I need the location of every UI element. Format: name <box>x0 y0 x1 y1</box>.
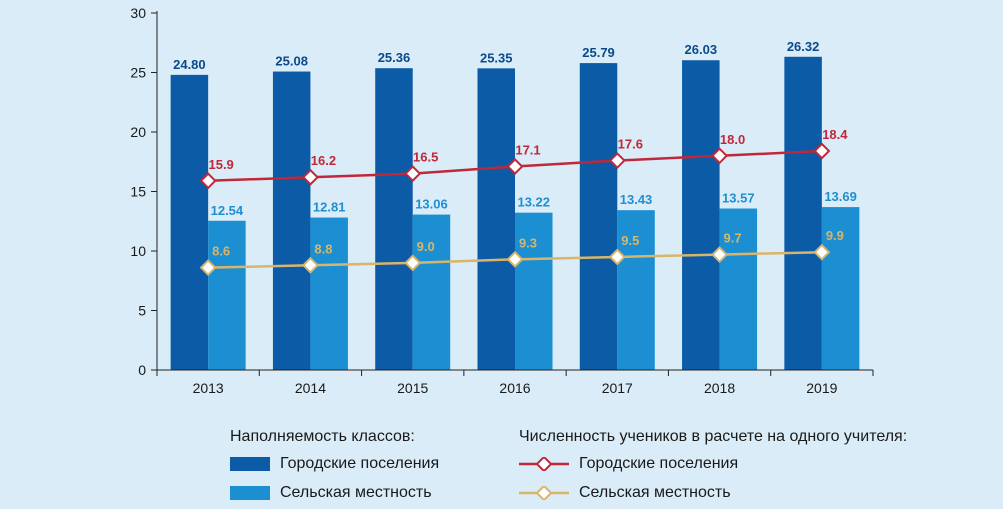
line-point-rural-2013 <box>199 259 217 277</box>
line-label-urban-2016: 17.1 <box>515 143 540 158</box>
line-label-rural-2017: 9.5 <box>621 233 639 248</box>
bar-urban-2017 <box>579 63 618 370</box>
line-label-urban-2015: 16.5 <box>413 150 438 165</box>
bar-label-rural-2016: 13.22 <box>517 195 550 210</box>
x-tick-label-2019: 2019 <box>806 380 837 396</box>
line-point-urban-2014 <box>301 168 319 186</box>
bar-urban-2016 <box>477 68 515 371</box>
bar-urban-2014 <box>272 71 311 370</box>
bar-rural-2017 <box>617 210 655 370</box>
bar-label-urban-2013: 24.80 <box>173 57 206 72</box>
y-tick-label-25: 25 <box>130 65 146 81</box>
bar-label-urban-2019: 26.32 <box>787 39 820 54</box>
y-tick-label-20: 20 <box>130 124 146 140</box>
line-label-urban-2017: 17.6 <box>618 137 643 152</box>
bar-urban-2015 <box>375 68 413 370</box>
y-tick-label-15: 15 <box>130 184 146 200</box>
x-tick-label-2014: 2014 <box>295 380 326 396</box>
bar-rural-2013 <box>208 220 246 370</box>
line-point-urban-2019 <box>813 142 831 160</box>
y-tick-label-10: 10 <box>130 243 146 259</box>
bar-label-rural-2019: 13.69 <box>824 189 857 204</box>
x-tick-label-2016: 2016 <box>499 380 530 396</box>
line-point-urban-2016 <box>506 158 524 175</box>
line-label-urban-2019: 18.4 <box>822 127 848 142</box>
y-tick-label-0: 0 <box>138 362 146 378</box>
line-label-rural-2019: 9.9 <box>826 228 844 243</box>
line-label-rural-2018: 9.7 <box>724 231 742 246</box>
line-point-rural-2018 <box>711 246 729 264</box>
axes-group: 0 5 10 15 20 25 30 2013 2014 2015 2016 2017 2018 2019 <box>130 5 874 396</box>
line-label-urban-2014: 16.2 <box>311 153 336 168</box>
bar-rural-2014 <box>310 217 348 370</box>
bar-rural-2019 <box>821 207 860 370</box>
bar-label-rural-2014: 12.81 <box>313 200 346 215</box>
bar-label-urban-2017: 25.79 <box>582 45 615 60</box>
y-tick-label-5: 5 <box>138 303 146 319</box>
bar-rural-2015 <box>412 214 451 370</box>
line-label-rural-2015: 9.0 <box>417 239 435 254</box>
bar-rural-2016 <box>515 212 553 370</box>
bar-label-urban-2016: 25.35 <box>480 50 513 65</box>
x-tick-label-2018: 2018 <box>704 380 735 396</box>
line-point-urban-2017 <box>608 152 626 170</box>
x-tick-label-2015: 2015 <box>397 380 428 396</box>
line-point-rural-2014 <box>301 256 319 274</box>
lines-group: 15.9 16.2 16.5 17.1 17.6 18.0 18.4 8.6 8.8 9.0 9.3… <box>199 127 848 277</box>
bar-label-urban-2014: 25.08 <box>275 54 308 69</box>
bar-label-rural-2013: 12.54 <box>211 203 244 218</box>
bar-urban-2018 <box>682 60 720 370</box>
line-label-urban-2013: 15.9 <box>208 157 233 172</box>
bars-group: 24.80 25.08 25.36 25.35 25.79 26.03 26.32 12.54… <box>170 39 860 371</box>
line-point-rural-2017 <box>608 248 626 266</box>
bar-label-urban-2015: 25.36 <box>378 50 411 65</box>
bar-label-rural-2017: 13.43 <box>620 192 653 207</box>
x-tick-label-2013: 2013 <box>193 380 224 396</box>
x-tick-label-2017: 2017 <box>602 380 633 396</box>
line-point-urban-2015 <box>404 165 422 183</box>
line-label-rural-2014: 8.8 <box>314 241 332 256</box>
line-label-rural-2013: 8.6 <box>212 244 230 259</box>
line-point-rural-2015 <box>404 254 422 272</box>
line-point-rural-2019 <box>813 243 831 261</box>
line-label-rural-2016: 9.3 <box>519 235 537 250</box>
bar-urban-2013 <box>170 74 209 370</box>
bar-label-urban-2018: 26.03 <box>685 42 718 57</box>
bar-label-rural-2015: 13.06 <box>415 197 448 212</box>
line-point-urban-2013 <box>199 172 217 190</box>
line-label-urban-2018: 18.0 <box>720 132 745 147</box>
bar-label-rural-2018: 13.57 <box>722 191 755 206</box>
line-point-rural-2016 <box>506 250 524 268</box>
bar-urban-2019 <box>784 56 822 371</box>
y-tick-label-30: 30 <box>130 5 146 21</box>
line-point-urban-2018 <box>711 147 729 165</box>
bar-rural-2018 <box>719 208 758 370</box>
